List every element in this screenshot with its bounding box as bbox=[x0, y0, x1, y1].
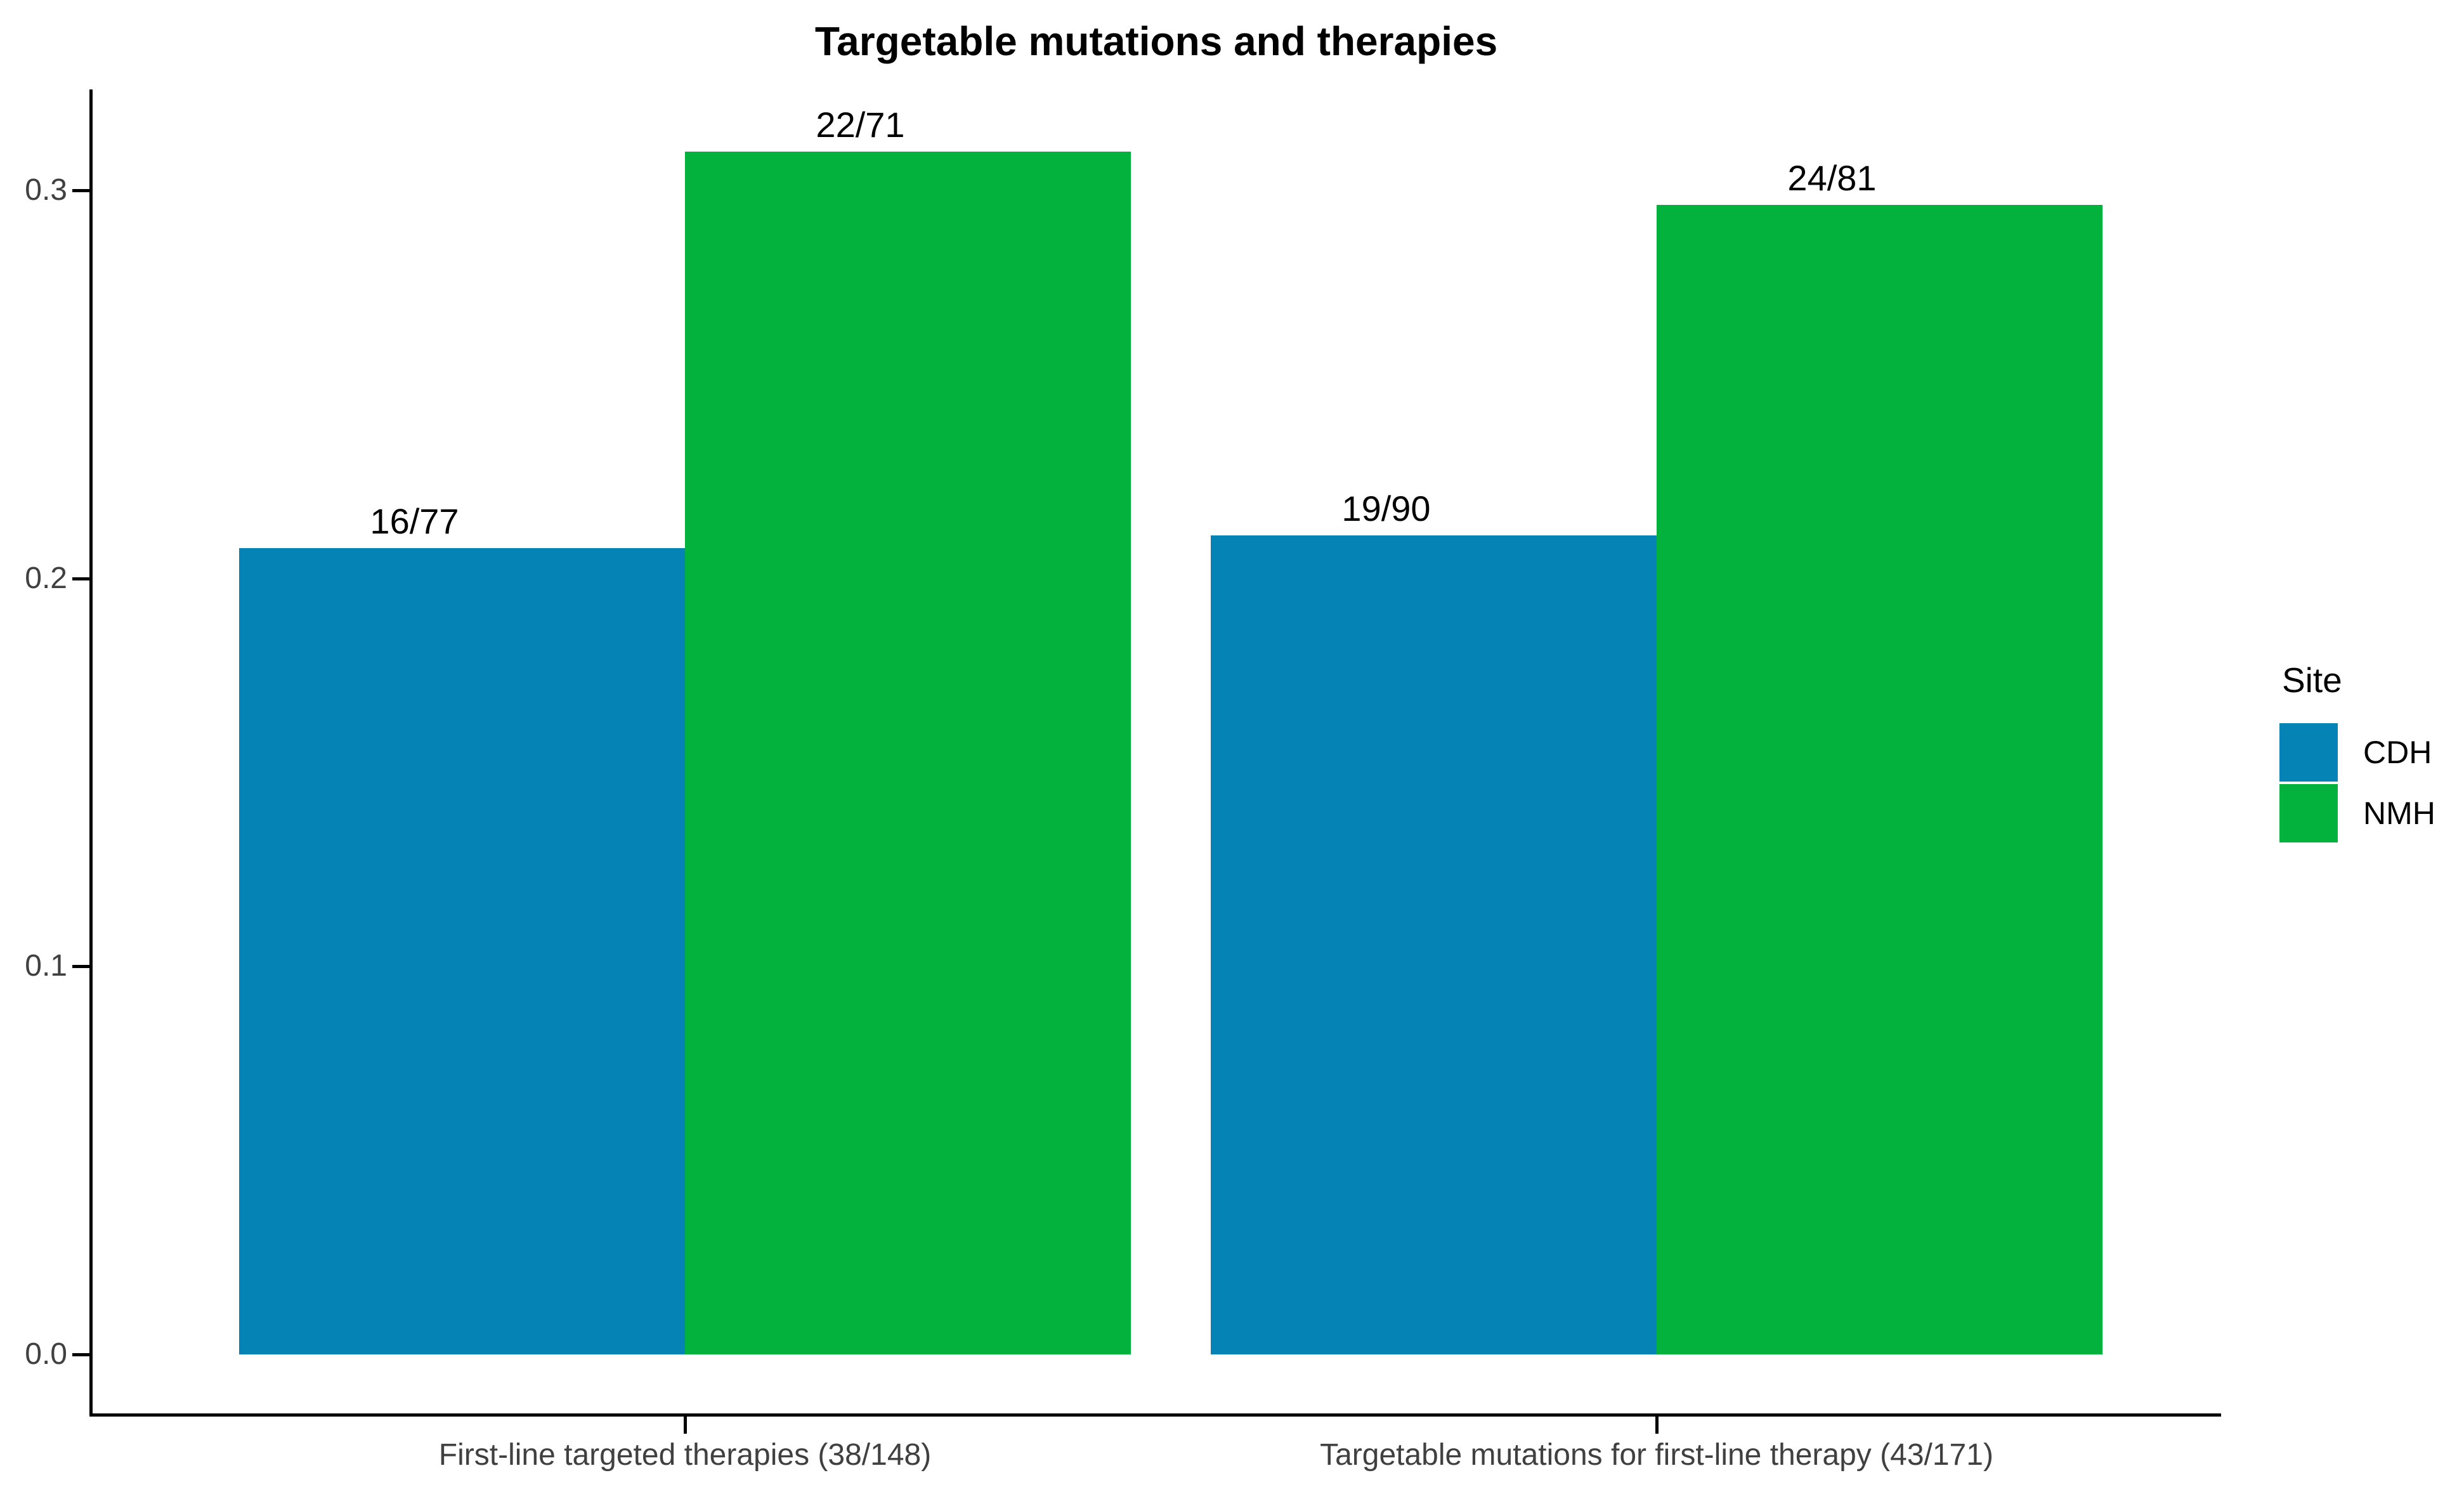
legend-key-swatch bbox=[2279, 723, 2338, 782]
x-tick bbox=[1655, 1417, 1659, 1434]
legend-label: CDH bbox=[2363, 735, 2432, 770]
legend-entries: CDH NMH bbox=[2279, 722, 2435, 844]
y-tick-label: 0.3 bbox=[25, 173, 67, 207]
y-tick bbox=[72, 577, 89, 580]
bar-value-label: 24/81 bbox=[1787, 157, 1877, 198]
legend-key-swatch bbox=[2279, 784, 2338, 842]
y-tick bbox=[72, 189, 89, 192]
bar-value-label: 19/90 bbox=[1341, 488, 1431, 528]
bar-value-label: 16/77 bbox=[370, 501, 459, 541]
bar-value-label: 22/71 bbox=[816, 105, 905, 145]
bar bbox=[1211, 535, 1657, 1354]
y-tick bbox=[72, 965, 89, 969]
x-axis-line bbox=[89, 1413, 2221, 1417]
x-axis-label: First-line targeted therapies (38/148) bbox=[438, 1438, 932, 1472]
bar bbox=[239, 547, 685, 1354]
x-tick bbox=[684, 1417, 687, 1434]
y-axis-line bbox=[89, 89, 93, 1417]
y-tick bbox=[72, 1353, 89, 1356]
legend: Site CDH NMH bbox=[2279, 660, 2435, 844]
legend-title: Site bbox=[2282, 660, 2342, 700]
legend-label: NMH bbox=[2363, 796, 2435, 831]
bar bbox=[1657, 204, 2102, 1354]
bar bbox=[685, 152, 1131, 1354]
x-axis-label: Targetable mutations for first-line ther… bbox=[1320, 1438, 1993, 1472]
y-tick-label: 0.0 bbox=[25, 1337, 67, 1371]
y-tick-label: 0.2 bbox=[25, 561, 67, 595]
legend-entry: NMH bbox=[2279, 783, 2435, 844]
chart-title: Targetable mutations and therapies bbox=[814, 18, 1498, 64]
y-tick-label: 0.1 bbox=[25, 949, 67, 983]
legend-entry: CDH bbox=[2279, 722, 2435, 783]
